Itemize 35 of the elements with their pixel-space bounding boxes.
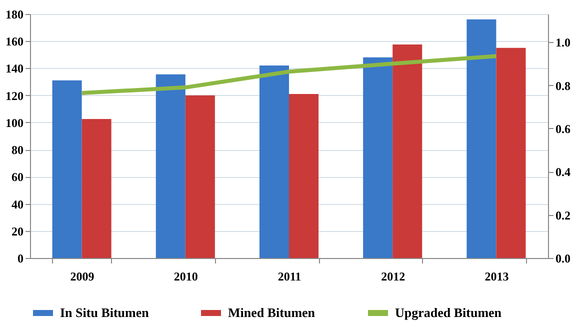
- line-series: [80, 54, 498, 96]
- legend-label: In Situ Bitumen: [60, 305, 150, 320]
- bar: [466, 19, 496, 258]
- bar: [82, 119, 112, 258]
- x-tick-label: 2009: [70, 270, 94, 284]
- y-tick-label: 20: [12, 224, 24, 238]
- bar: [392, 44, 422, 258]
- y2-tick-label: 1.0: [556, 36, 570, 50]
- bar: [156, 74, 186, 258]
- bar: [289, 94, 319, 258]
- y-tick-label: 60: [12, 170, 24, 184]
- y2-tick-label: 0.0: [556, 252, 570, 266]
- y-tick-label: 100: [6, 116, 24, 130]
- y-tick-label: 160: [6, 34, 24, 49]
- x-tick-label: 2011: [278, 270, 302, 284]
- bar: [363, 57, 393, 258]
- y-tick-label: 120: [6, 88, 24, 103]
- x-tick-label: 2012: [381, 270, 406, 284]
- y2-tick-label: 0.6: [556, 122, 570, 136]
- y2-tick-label: 0.8: [556, 78, 570, 93]
- legend-label: Mined Bitumen: [228, 305, 316, 320]
- y2-tick-label: 0.4: [556, 165, 570, 180]
- y-tick-label: 80: [12, 143, 24, 158]
- x-tick-label: 2010: [174, 270, 198, 284]
- legend-label: Upgraded Bitumen: [395, 305, 502, 320]
- bar: [496, 48, 526, 258]
- y2-tick-label: 0.2: [556, 208, 570, 222]
- y-tick-label: 180: [6, 8, 24, 22]
- x-tick-label: 2013: [484, 270, 509, 284]
- bar: [259, 66, 289, 258]
- bar: [52, 80, 82, 258]
- bar: [185, 95, 215, 258]
- y-tick-label: 40: [12, 197, 24, 212]
- y-tick-label: 0: [18, 252, 24, 266]
- y-tick-label: 140: [6, 62, 24, 76]
